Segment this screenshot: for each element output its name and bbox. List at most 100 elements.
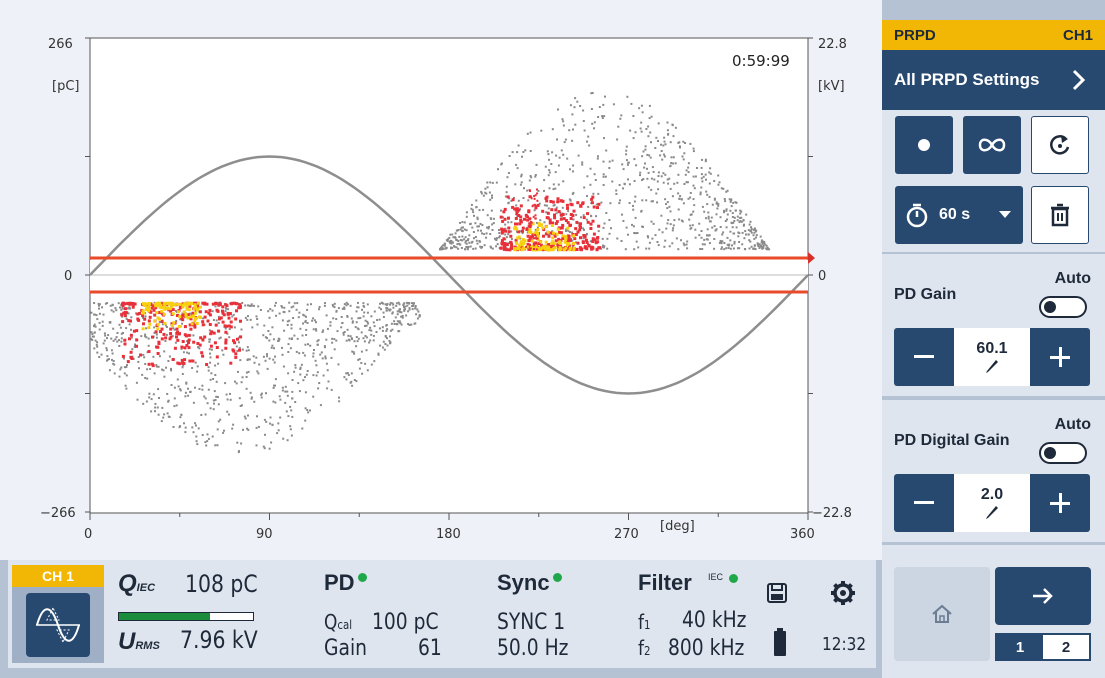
pd-pulse-point: [231, 315, 234, 318]
channel-waveform-button[interactable]: [26, 593, 90, 657]
pd-pulse-point: [277, 422, 280, 425]
pd-digital-gain-auto-toggle[interactable]: [1039, 442, 1087, 464]
pd-pulse-point: [498, 232, 501, 234]
pd-pulse-point: [568, 129, 571, 132]
pd-pulse-point: [144, 335, 147, 338]
pd-pulse-point: [200, 351, 204, 355]
pd-pulse-point: [299, 373, 302, 376]
pd-digital-gain-increase-button[interactable]: [1030, 474, 1090, 532]
pd-pulse-point: [391, 328, 394, 331]
pd-pulse-point: [180, 345, 184, 349]
acquisition-time-dropdown[interactable]: 60 s: [895, 186, 1023, 244]
pd-pulse-point: [403, 309, 406, 312]
pd-status-block[interactable]: PD Qcal 100 pC Gain 61: [320, 566, 470, 666]
channel-icon-box[interactable]: [12, 587, 104, 663]
left-tick-zero: 0: [64, 269, 72, 284]
pd-pulse-point: [652, 170, 655, 173]
pd-pulse-point: [666, 201, 669, 204]
restart-button[interactable]: [1031, 116, 1089, 174]
gain-label: Gain: [324, 636, 368, 661]
pd-pulse-point: [677, 192, 680, 195]
threshold-handle[interactable]: [808, 252, 815, 264]
pd-pulse-point: [143, 304, 147, 307]
pd-pulse-point: [457, 229, 460, 231]
pd-gain-value-field[interactable]: 60.1: [954, 328, 1030, 386]
pd-pulse-point: [604, 175, 607, 178]
pd-pulse-point: [343, 376, 346, 379]
pd-pulse-point: [172, 321, 176, 325]
pd-pulse-point: [564, 230, 567, 232]
pd-pulse-point: [526, 234, 530, 238]
pd-pulse-point: [720, 248, 723, 250]
all-prpd-settings-button[interactable]: All PRPD Settings: [882, 50, 1105, 110]
settings-button[interactable]: [826, 576, 860, 610]
pd-pulse-point: [738, 216, 741, 219]
pd-pulse-point: [195, 440, 198, 443]
pd-pulse-point: [117, 302, 120, 305]
pd-pulse-point: [162, 332, 166, 336]
pd-pulse-point: [401, 316, 404, 319]
pd-pulse-point: [215, 380, 218, 383]
filter-status-block[interactable]: Filter IEC f1 40 kHz f2 800 kHz: [636, 566, 766, 666]
pd-digital-gain-value-field[interactable]: 2.0: [954, 474, 1030, 532]
pd-pulse-point: [373, 360, 376, 363]
pd-pulse-point: [546, 216, 550, 220]
next-page-button[interactable]: [995, 567, 1091, 625]
pd-pulse-point: [625, 145, 628, 148]
pd-pulse-point: [691, 224, 694, 227]
pd-pulse-point: [464, 241, 467, 244]
continuous-mode-button[interactable]: [963, 116, 1021, 174]
pd-pulse-point: [514, 222, 517, 226]
pd-pulse-point: [291, 390, 294, 393]
pd-gain-auto-toggle[interactable]: [1039, 296, 1087, 318]
pd-pulse-point: [385, 306, 388, 309]
pd-pulse-point: [242, 428, 244, 431]
save-button[interactable]: [762, 578, 792, 608]
pd-pulse-point: [671, 242, 674, 245]
pd-pulse-point: [326, 387, 329, 390]
pd-pulse-point: [181, 305, 185, 309]
pd-pulse-point: [579, 105, 582, 107]
pd-pulse-point: [539, 240, 543, 244]
pd-pulse-point: [726, 236, 729, 239]
pd-pulse-point: [377, 353, 380, 356]
pd-pulse-point: [603, 115, 606, 118]
pd-pulse-point: [408, 308, 411, 311]
pd-pulse-point: [343, 306, 346, 309]
pd-pulse-point: [666, 129, 669, 132]
pd-pulse-point: [527, 245, 531, 249]
clear-button[interactable]: [1031, 186, 1089, 244]
page-1-tab[interactable]: 1: [997, 635, 1043, 659]
pd-pulse-point: [375, 331, 378, 333]
page-2-tab[interactable]: 2: [1043, 635, 1089, 659]
pd-gain-decrease-button[interactable]: [894, 328, 954, 386]
pd-pulse-point: [342, 331, 345, 334]
pd-pulse-point: [212, 319, 215, 321]
home-button[interactable]: [894, 567, 990, 661]
pd-pulse-point: [167, 400, 170, 403]
pd-pulse-point: [545, 199, 549, 203]
pd-pulse-point: [170, 305, 174, 309]
pd-pulse-point: [663, 140, 666, 143]
pd-pulse-point: [510, 242, 513, 246]
pd-gain-increase-button[interactable]: [1030, 328, 1090, 386]
pd-pulse-point: [481, 224, 484, 227]
pd-pulse-point: [290, 338, 293, 341]
pd-pulse-point: [148, 315, 152, 319]
pd-pulse-point: [410, 323, 413, 326]
pd-pulse-point: [517, 230, 521, 234]
pd-pulse-point: [96, 345, 99, 348]
record-button[interactable]: [895, 116, 953, 174]
pd-pulse-point: [660, 150, 663, 152]
pd-pulse-point: [584, 238, 588, 242]
channel-tab[interactable]: CH 1: [12, 565, 104, 587]
pd-pulse-point: [534, 233, 537, 236]
pd-pulse-point: [259, 309, 262, 311]
pd-digital-gain-decrease-button[interactable]: [894, 474, 954, 532]
pd-pulse-point: [533, 195, 536, 198]
pd-pulse-point: [750, 231, 753, 234]
pd-pulse-point: [304, 319, 307, 322]
pd-pulse-point: [288, 319, 291, 322]
pd-pulse-point: [596, 206, 599, 210]
sync-status-block[interactable]: Sync SYNC 1 50.0 Hz: [495, 566, 615, 666]
